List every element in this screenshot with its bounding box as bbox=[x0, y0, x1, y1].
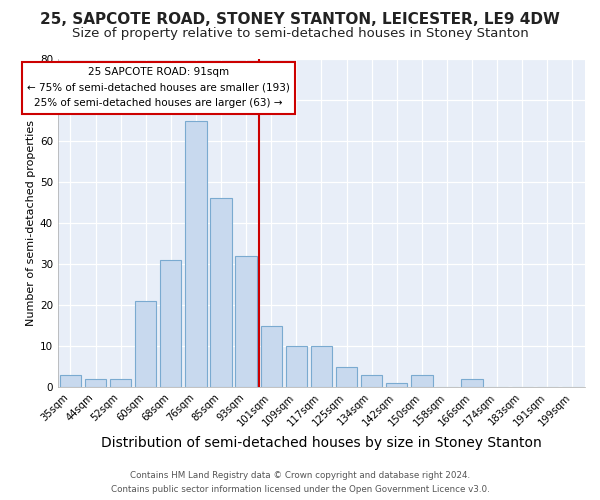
Bar bbox=[110, 379, 131, 387]
Text: 25, SAPCOTE ROAD, STONEY STANTON, LEICESTER, LE9 4DW: 25, SAPCOTE ROAD, STONEY STANTON, LEICES… bbox=[40, 12, 560, 28]
Bar bbox=[386, 383, 407, 387]
Bar bbox=[185, 120, 206, 387]
Text: Contains HM Land Registry data © Crown copyright and database right 2024.
Contai: Contains HM Land Registry data © Crown c… bbox=[110, 472, 490, 494]
Bar bbox=[311, 346, 332, 387]
Bar bbox=[135, 301, 157, 387]
X-axis label: Distribution of semi-detached houses by size in Stoney Stanton: Distribution of semi-detached houses by … bbox=[101, 436, 542, 450]
Bar bbox=[235, 256, 257, 387]
Bar bbox=[85, 379, 106, 387]
Bar bbox=[286, 346, 307, 387]
Bar bbox=[411, 375, 433, 387]
Bar bbox=[60, 375, 81, 387]
Text: 25 SAPCOTE ROAD: 91sqm
← 75% of semi-detached houses are smaller (193)
25% of se: 25 SAPCOTE ROAD: 91sqm ← 75% of semi-det… bbox=[27, 67, 290, 108]
Y-axis label: Number of semi-detached properties: Number of semi-detached properties bbox=[26, 120, 36, 326]
Text: Size of property relative to semi-detached houses in Stoney Stanton: Size of property relative to semi-detach… bbox=[71, 28, 529, 40]
Bar bbox=[461, 379, 483, 387]
Bar bbox=[260, 326, 282, 387]
Bar bbox=[160, 260, 181, 387]
Bar bbox=[336, 366, 357, 387]
Bar bbox=[211, 198, 232, 387]
Bar bbox=[361, 375, 382, 387]
